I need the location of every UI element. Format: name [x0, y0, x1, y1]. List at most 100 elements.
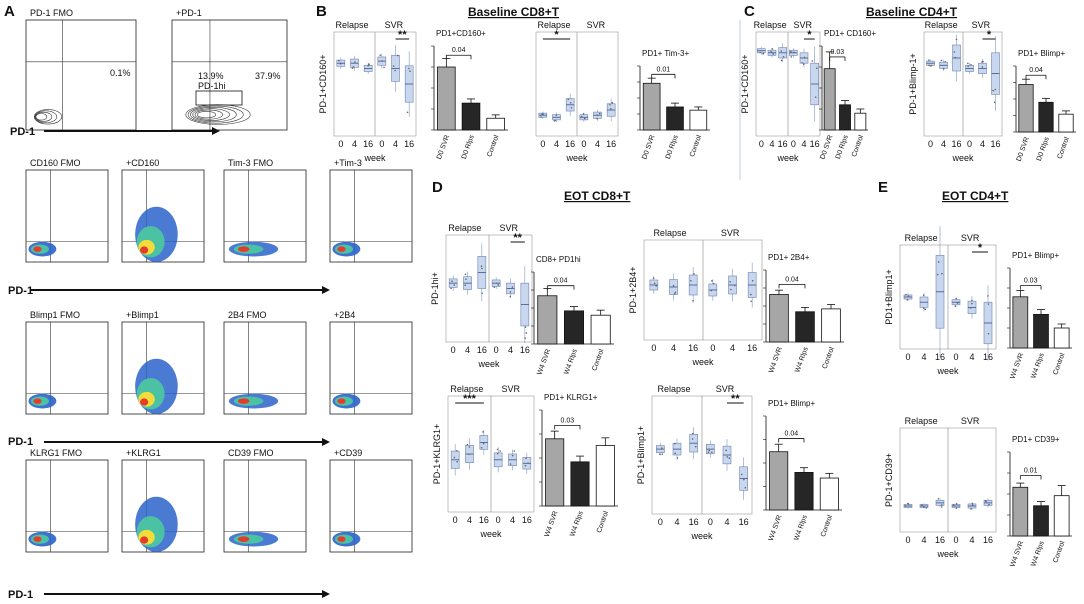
boxplot-point [928, 59, 930, 61]
timepoint-label: 4 [801, 139, 806, 149]
density-core [33, 536, 42, 542]
boxplot-point [780, 50, 783, 52]
bar-chart-title: PD1+ KLRG1+ [544, 393, 598, 402]
boxplot-point [509, 295, 512, 298]
timepoint-label: 0 [451, 345, 456, 355]
boxplot-point [729, 281, 731, 283]
boxplot-point [596, 117, 598, 120]
timepoint-label: 0 [791, 139, 796, 149]
density-core [140, 398, 149, 406]
boxplot-point [790, 50, 792, 53]
panel-b-title: Baseline CD8+T [468, 5, 560, 19]
boxplot-point [692, 299, 694, 302]
boxplot-point [944, 60, 947, 63]
timepoint-label: 16 [983, 352, 993, 362]
boxplot-point [992, 89, 994, 92]
timepoint-label: 0 [658, 517, 663, 527]
bar-category-label: D0 Rlps [665, 134, 680, 160]
boxplot-point [338, 59, 340, 62]
flow-density-plot [135, 206, 178, 262]
timepoint-label: 0 [379, 139, 384, 149]
bar-category-label: D0 SVR [436, 134, 451, 160]
boxplot-point [971, 302, 973, 305]
significance-marker: ** [513, 232, 522, 244]
timepoint-label: 4 [510, 515, 515, 525]
timepoint-label: 4 [674, 517, 679, 527]
boxplot-point [743, 478, 745, 481]
boxplot-point [554, 119, 556, 122]
boxplot-point [480, 446, 483, 449]
bar-1 [537, 295, 558, 345]
boxplot-point [499, 450, 501, 452]
timepoint-label: 4 [671, 343, 676, 353]
significance-marker: ** [731, 393, 740, 405]
boxplot-point [655, 285, 657, 287]
boxplot-point [513, 450, 516, 452]
boxplot-point [392, 65, 395, 67]
boxplot-y-label: PD-1+CD39+ [884, 453, 894, 507]
timepoint-label: 16 [778, 139, 788, 149]
boxplot-point [569, 102, 572, 104]
flow-density-plot [28, 393, 57, 409]
boxplot-point [967, 62, 969, 65]
p-value-label: 0.04 [785, 431, 799, 438]
timepoint-label: 16 [739, 517, 749, 527]
bar-category-label: W4 SVR [768, 346, 784, 374]
p-value-label: 0.04 [1029, 67, 1043, 74]
timepoint-label: 0 [651, 343, 656, 353]
flow-density-plot [332, 393, 361, 409]
quadrant-value: 37.9% [255, 71, 281, 81]
contour-ring [197, 110, 217, 119]
pd1-axis-arrow-head [212, 127, 220, 135]
group-label-relapse: Relapse [448, 223, 481, 233]
boxplot-point [940, 506, 943, 508]
timepoint-label: 0 [494, 345, 499, 355]
timepoint-label: 0 [708, 517, 713, 527]
bar-3 [1058, 113, 1074, 133]
p-value-label: 0.04 [785, 276, 799, 283]
boxplot-point [598, 112, 601, 115]
pd1-axis-arrow-head [322, 286, 330, 294]
boxplot-point [744, 486, 747, 489]
boxplot-point [496, 282, 498, 284]
bar-category-label: D0 SVR [819, 134, 834, 160]
boxplot-point [652, 277, 655, 280]
density-core [140, 536, 149, 544]
boxplot-point [351, 67, 354, 70]
boxplot-point [952, 504, 955, 506]
bar-chart-title: PD1+CD160+ [436, 29, 486, 38]
bar-category-label: W4 Rlps [569, 510, 585, 538]
boxplot-point [456, 450, 458, 452]
flow-density-plot [332, 241, 361, 257]
contour-ring [35, 113, 48, 121]
boxplot-point [673, 292, 676, 295]
boxplot-point [762, 52, 765, 54]
boxplot-point [930, 64, 933, 67]
boxplot-point [406, 111, 409, 114]
bar-category-label: Control [689, 134, 703, 158]
figure-layer: A B C D E PD-1 FMO +PD-1 0.1% 13.9%PD-1hi 37.9% PD… [4, 3, 1076, 601]
week-label: week [363, 153, 386, 163]
timepoint-label: 4 [921, 535, 926, 545]
boxplot-point [985, 500, 987, 503]
boxplot-point [482, 442, 485, 445]
boxplot-point [509, 291, 512, 293]
boxplot-point [792, 51, 795, 54]
group-label-svr: SVR [716, 384, 735, 394]
boxplot-point [596, 114, 598, 116]
panel-letter: A [4, 3, 15, 20]
boxplot-point [661, 453, 664, 455]
boxplot-point [661, 447, 663, 449]
contour-ring [34, 110, 58, 124]
boxplot-point [780, 59, 783, 62]
boxplot-point [674, 442, 676, 445]
boxplot-point [750, 293, 752, 296]
bar-category-label: W4 Rlps [794, 346, 810, 374]
pd1-axis-label: PD-1 [8, 436, 33, 448]
timepoint-label: 16 [404, 139, 414, 149]
bar-category-label: Control [1057, 136, 1071, 160]
boxplot-y-label: PD-1hi+ [430, 272, 440, 305]
boxplot-point [971, 502, 974, 505]
boxplot-point [509, 463, 512, 465]
boxplot-point [730, 288, 732, 291]
